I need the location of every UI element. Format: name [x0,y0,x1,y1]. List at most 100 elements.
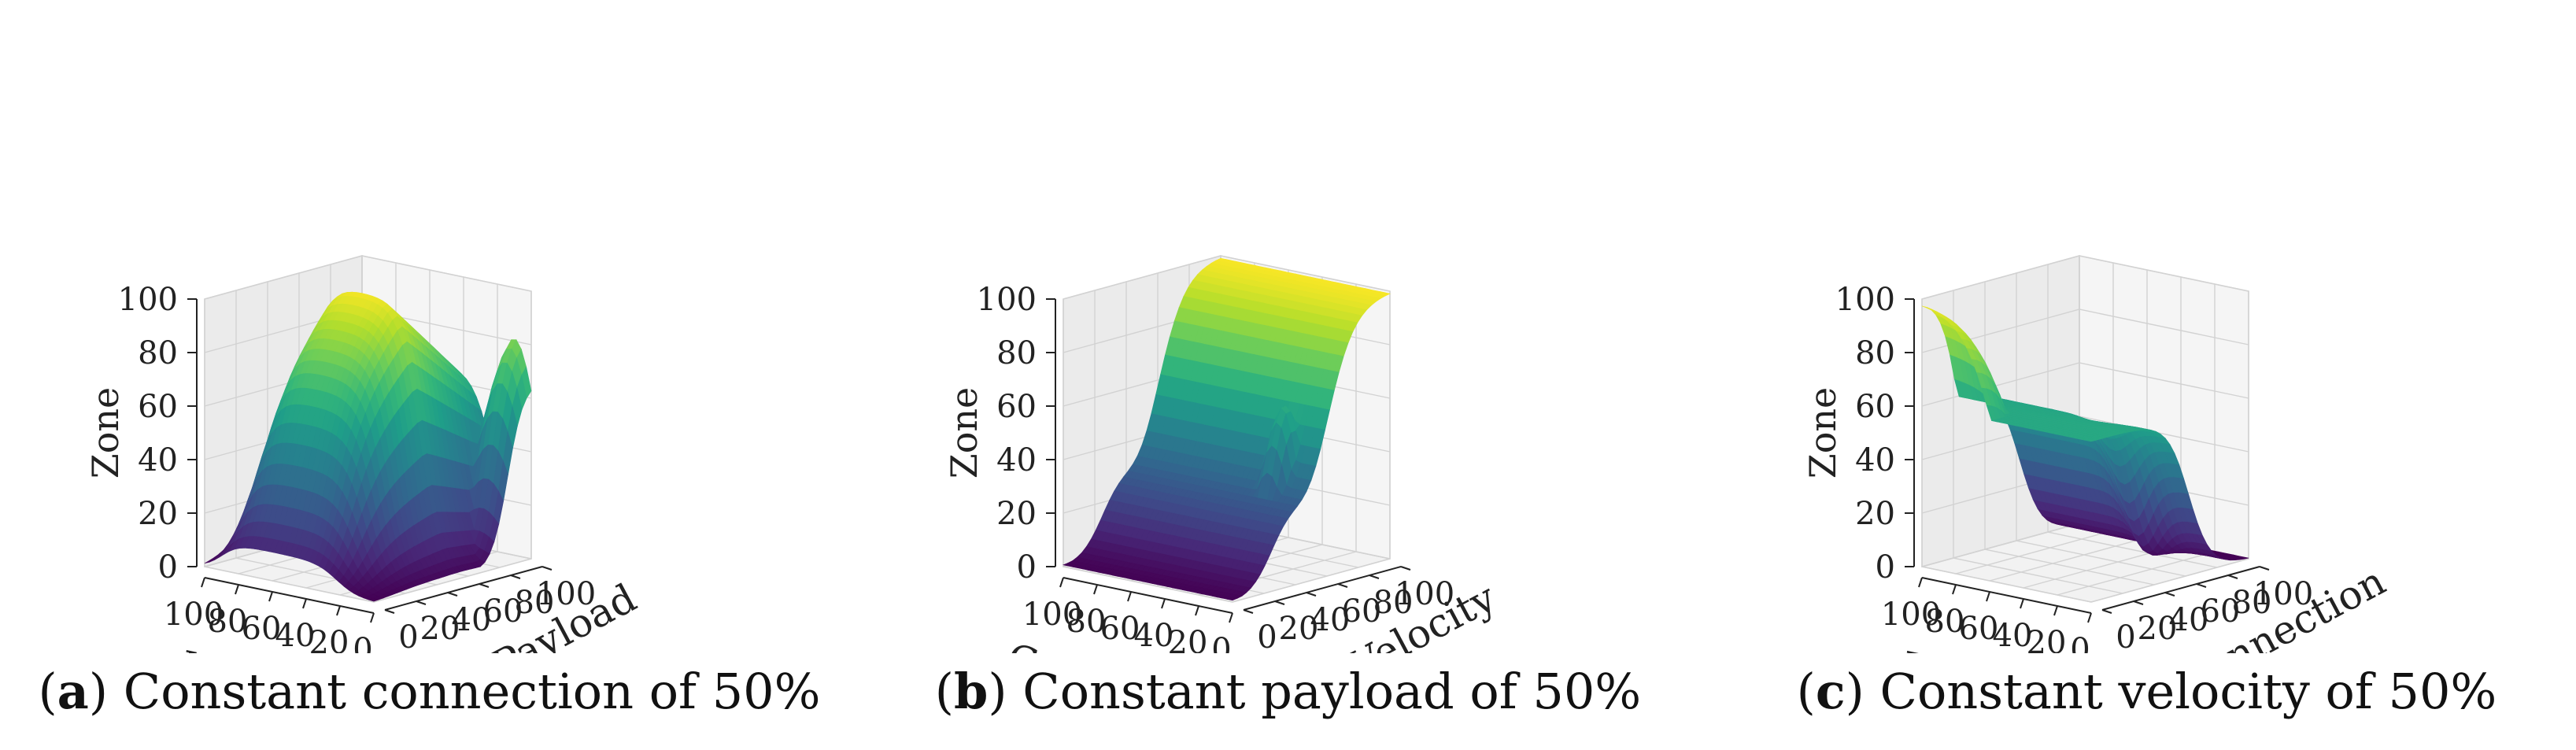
chart-b-z-tick-label: 0 [1017,549,1037,586]
chart-b-x-tick [1093,584,1098,595]
caption-b-text: Constant payload of 50% [1022,663,1642,720]
chart-b-y-tick-label: 60 [1342,593,1382,630]
chart-c-y-tick [2164,592,2175,597]
chart-a-x-tick [336,605,341,616]
chart-a-z-label: Zone [84,387,127,479]
chart-b-plot: 020406080100Zone100806040200Connection02… [943,255,1503,653]
chart-b-gridline-z [1063,255,1391,300]
chart-a-x-tick [235,584,239,595]
chart-b-y-axis [1243,566,1402,611]
chart-c-z-tick-label: 80 [1855,335,1895,371]
chart-c-x-tick-label: 60 [1959,611,1999,647]
chart-b-y-tick-label: 80 [1373,585,1414,621]
chart-c-y-axis [2101,566,2260,611]
chart-c-y-tick [2227,575,2238,579]
chart-a-z-tick-label: 0 [158,549,178,586]
chart-b-z-tick-label: 100 [977,282,1037,318]
chart-b-surface [1062,257,1391,601]
chart-c-x-tick [1952,584,1957,595]
chart-c-x-tick-label: 40 [1993,618,2033,653]
caption-a-letter: a [57,663,89,720]
chart-a-x-tick-label: 80 [208,604,248,640]
chart-c-surface-patch [2086,438,2096,442]
chart-a-x-tick [201,577,205,588]
chart-a-y-tick-label: 20 [420,611,460,647]
chart-a-gridline-z [204,255,532,300]
chart-b-y-tick [1369,575,1380,579]
chart-b-y-tick-label: 100 [1395,576,1454,612]
chart-c-y-tick-label: 20 [2138,611,2178,647]
chart-c-surface [1921,305,2249,561]
chart-c-plot: 020406080100Zone100806040200Payload02040… [1802,255,2393,653]
caption-a: (a) Constant connection of 50% [38,663,821,720]
chart-b-x-tick-label: 60 [1100,611,1140,647]
chart-b-x-tick [1229,612,1233,623]
chart-a-x-tick-label: 40 [275,618,316,653]
chart-a-z-tick-label: 80 [138,335,178,371]
chart-b-x-tick [1195,605,1199,616]
chart-c-y-tick [2196,583,2207,588]
chart-c-y-tick-label: 0 [2116,619,2135,653]
chart-c-x-tick [1986,591,1990,602]
chart-c-z-tick-label: 0 [1876,549,1895,586]
chart-b-x-tick-label: 80 [1066,604,1107,640]
chart-a-x-tick [268,591,273,602]
chart-a-surface [204,291,532,602]
chart-c-y-tick-label: 40 [2169,602,2209,638]
chart-b-y-tick [1400,566,1411,571]
chart-b-x-tick [1161,598,1166,609]
chart-a-z-tick-label: 40 [138,442,178,478]
caption-b-letter: b [954,663,989,720]
chart-b-y-tick [1274,600,1285,605]
figure-b: 020406080100Zone100806040200Connection02… [859,0,1717,750]
chart-c-x-tick-label: 100 [1881,597,1941,633]
chart-c-x-tick-label: 0 [2070,632,2090,653]
chart-a-y-tick-label: 0 [398,619,418,653]
chart-c-x-tick [2087,612,2092,623]
chart-b-x-tick-label: 40 [1134,618,1174,653]
chart-a-y-axis [384,566,543,611]
chart-c-z-tick-label: 60 [1855,389,1895,425]
chart-c-gridline-z [1921,255,2249,300]
chart-a-z-tick-label: 100 [118,282,178,318]
chart-a-x-tick [302,598,307,609]
chart-b-z-tick-label: 60 [996,389,1037,425]
chart-a-y-tick [384,609,395,614]
chart-a-x-tick-label: 100 [164,597,224,633]
figure-a: 020406080100Zone100806040200Velocity0204… [0,0,859,750]
chart-a-y-tick-label: 60 [483,593,523,630]
figure-c: 020406080100Zone100806040200Payload02040… [1717,0,2576,750]
chart-c-z-tick-label: 20 [1855,496,1895,532]
chart-a-y-tick-label: 100 [536,576,596,612]
chart-b-x-tick-label: 100 [1022,597,1082,633]
chart-c-z-label: Zone [1802,387,1844,479]
chart-c-y-tick-label: 60 [2201,593,2241,630]
chart-c-x-tick-label: 80 [1925,604,1965,640]
chart-b-x-tick-label: 20 [1168,625,1208,653]
caption-c-letter: c [1815,663,1846,720]
chart-a-plot: 020406080100Zone100806040200Velocity0204… [84,255,644,653]
chart-b-y-tick-label: 40 [1310,602,1351,638]
chart-c-y-tick [2133,600,2144,605]
chart-b-z-tick-label: 40 [996,442,1037,478]
chart-c-x-tick [2053,605,2058,616]
caption-c-text: Constant velocity of 50% [1879,663,2497,720]
chart-a-y-tick [416,600,427,605]
chart-b-x-tick [1127,591,1132,602]
chart-a-x-tick-label: 0 [353,632,372,653]
chart-b-y-tick [1243,609,1254,614]
chart-b-x-tick-label: 0 [1211,632,1231,653]
chart-a-y-tick-label: 80 [515,585,555,621]
chart-a-axes: 020406080100Zone100806040200Velocity0204… [84,282,644,653]
chart-a-y-tick [541,566,553,571]
chart-c-y-tick-label: 100 [2253,576,2313,612]
chart-c-x-tick-label: 20 [2027,625,2067,653]
chart-a-z-tick-label: 60 [138,389,178,425]
chart-c-y-tick-label: 80 [2232,585,2272,621]
chart-b-y-tick [1306,592,1317,597]
chart-a-y-tick [479,583,490,588]
caption-c: (c) Constant velocity of 50% [1796,663,2497,720]
chart-b-z-label: Zone [943,387,985,479]
chart-c-x-axis [1921,577,2092,614]
chart-c-x-tick [2020,598,2024,609]
